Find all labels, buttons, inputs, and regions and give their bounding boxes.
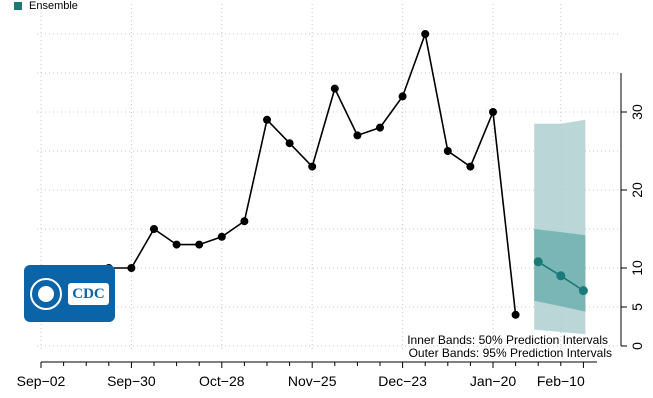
- observed-point: [217, 232, 226, 241]
- forecast-series: [533, 257, 588, 296]
- observed-point: [466, 162, 475, 171]
- observed-point: [150, 225, 158, 233]
- forecast-point: [578, 286, 588, 296]
- observed-point: [398, 92, 407, 101]
- hhs-seal-icon: [30, 277, 63, 310]
- outer-bands-note: Outer Bands: 95% Prediction Intervals: [409, 346, 612, 360]
- observed-point: [376, 123, 384, 132]
- legend-label-ensemble: Ensemble: [29, 0, 78, 12]
- x-tick-label: Sep−30: [107, 373, 156, 389]
- observed-point: [443, 147, 452, 155]
- forecast-point: [556, 271, 566, 281]
- observed-point: [127, 264, 136, 272]
- x-tick-label: Oct−28: [199, 373, 245, 389]
- inner-band-50: [534, 229, 586, 312]
- y-axis: 0 5 10 20 30: [620, 73, 645, 350]
- y-tick-label: 30: [629, 104, 645, 120]
- grid-lines: [37, 4, 618, 350]
- x-tick-label: Dec−23: [378, 373, 427, 389]
- y-tick-label: 20: [629, 182, 645, 198]
- x-tick-label: Sep−02: [17, 373, 66, 389]
- legend: Ensemble: [14, 0, 78, 12]
- cdc-logo: CDC: [24, 265, 115, 322]
- prediction-bands: [534, 119, 586, 335]
- observed-point: [172, 240, 181, 249]
- x-tick-label: Feb−10: [537, 373, 585, 389]
- y-tick-label: 5: [629, 303, 645, 311]
- observed-point: [285, 139, 294, 148]
- cdc-wordmark: CDC: [68, 282, 109, 305]
- observed-point: [330, 84, 339, 93]
- x-tick-label: Jan−20: [470, 373, 517, 389]
- observed-point: [195, 240, 204, 249]
- observed-point: [240, 217, 249, 226]
- observed-point: [421, 30, 430, 38]
- observed-line: [86, 31, 517, 315]
- inner-bands-note: Inner Bands: 50% Prediction Intervals: [407, 333, 608, 347]
- y-tick-label: 0: [629, 342, 645, 350]
- observed-point: [489, 108, 497, 116]
- observed-point: [353, 131, 362, 140]
- forecast-point: [533, 257, 543, 267]
- x-tick-label: Nov−25: [288, 373, 337, 389]
- observed-point: [511, 310, 520, 319]
- y-tick-label: 10: [629, 260, 645, 276]
- observed-point: [263, 115, 271, 124]
- x-axis: Sep−02 Sep−30 Oct−28 Nov−25 Dec−23 Jan−20 Feb−…: [17, 361, 597, 389]
- observed-point: [308, 162, 317, 171]
- observed-series: [86, 30, 520, 319]
- legend-swatch-ensemble: [14, 2, 22, 10]
